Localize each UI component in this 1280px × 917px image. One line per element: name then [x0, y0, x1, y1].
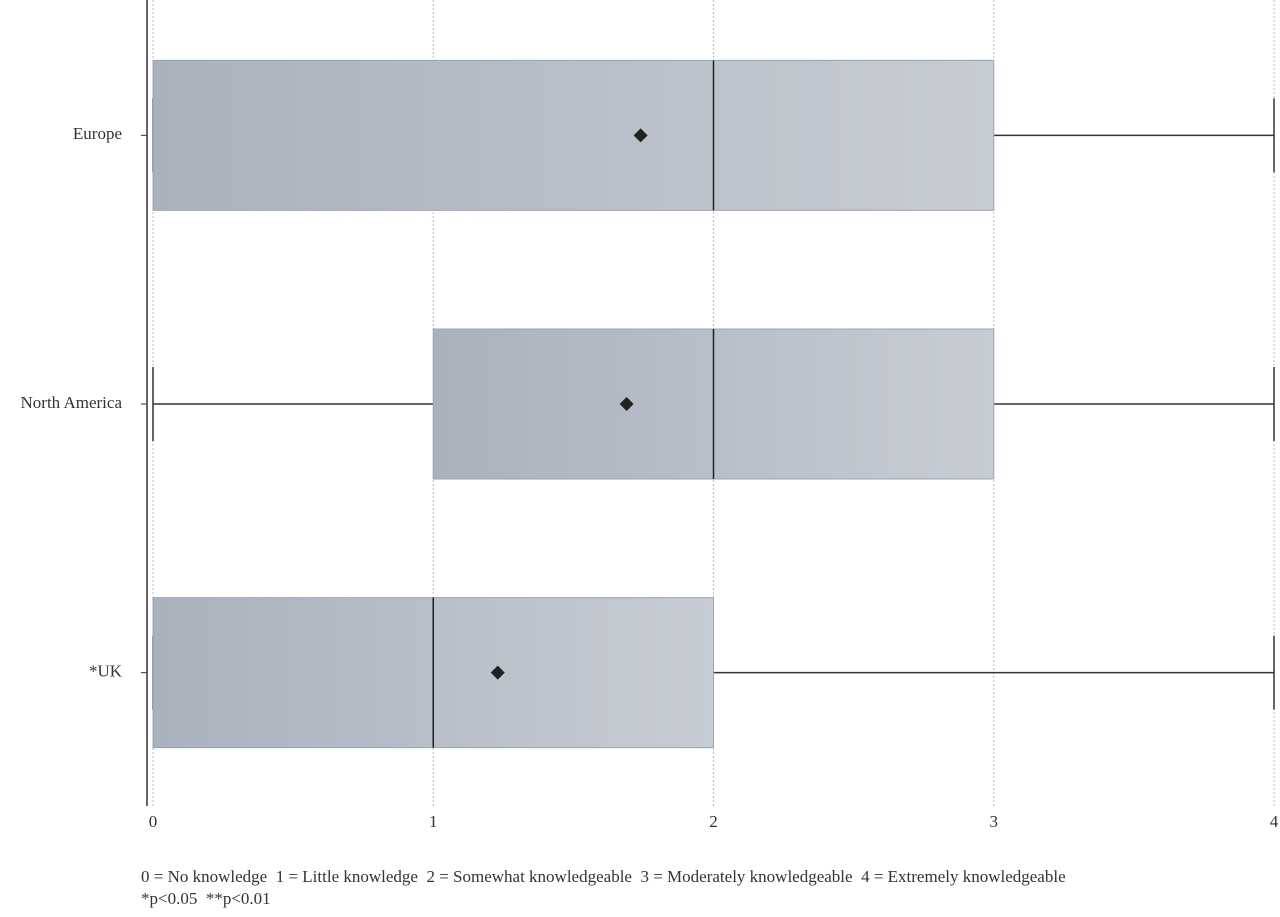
x-tick-label: 1	[429, 812, 438, 831]
x-tick-label: 2	[709, 812, 718, 831]
mean-marker	[490, 665, 505, 680]
y-tick-label: *UK	[89, 662, 123, 681]
mean-marker	[633, 128, 648, 143]
footnote: 0 = No knowledge 1 = Little knowledge 2 …	[141, 867, 1066, 886]
x-tick-label: 0	[149, 812, 158, 831]
y-tick-label: North America	[21, 393, 123, 412]
x-tick-label: 3	[990, 812, 999, 831]
footnote: *p<0.05 **p<0.01	[141, 889, 271, 908]
x-tick-label: 4	[1270, 812, 1279, 831]
y-tick-label: Europe	[73, 124, 122, 143]
mean-marker	[619, 397, 634, 411]
box	[152, 59, 995, 211]
